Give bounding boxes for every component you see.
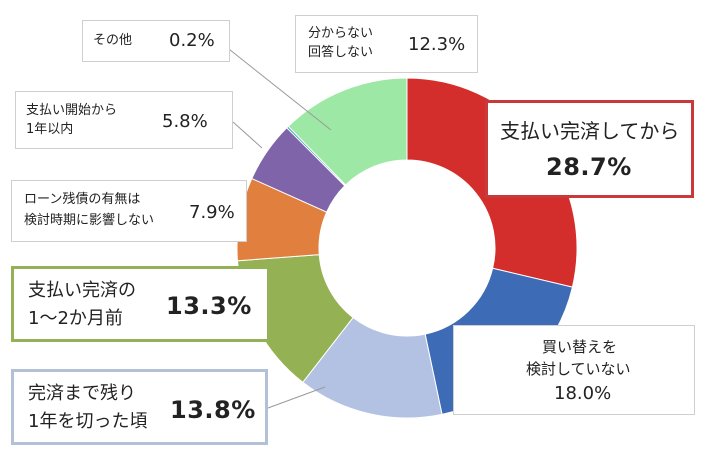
label-box-other: その他 0.2% bbox=[82, 20, 230, 62]
label-paid-pct: 28.7% bbox=[546, 153, 632, 181]
label-twelve-pct: 13.3% bbox=[166, 292, 252, 320]
label-start-line2: 1年以内 bbox=[26, 122, 74, 137]
label-box-replace: 買い替えを 検討していない 18.0% bbox=[453, 325, 695, 415]
label-other-pct: 0.2% bbox=[169, 30, 215, 51]
leader-line-lastyear bbox=[267, 386, 326, 409]
label-twelve-line1: 支払い完済の bbox=[28, 280, 136, 301]
label-start-line1: 支払い開始から bbox=[26, 103, 118, 118]
label-lastyear-pct: 13.8% bbox=[170, 396, 256, 424]
label-replace-pct: 18.0% bbox=[554, 383, 612, 404]
label-lastyear-line1: 完済まで残り bbox=[28, 383, 136, 404]
label-loan-line1: ローン残債の有無は bbox=[24, 192, 141, 207]
slice-7 bbox=[287, 77, 408, 186]
leader-lines bbox=[219, 41, 332, 409]
leader-line-start bbox=[232, 121, 263, 149]
label-lastyear-line2: 1年を切った頃 bbox=[28, 411, 148, 432]
label-unknown-line2: 回答しない bbox=[308, 45, 374, 60]
label-box-lastyear: 完済まで残り 1年を切った頃 13.8% bbox=[11, 369, 268, 445]
label-box-unknown: 分からない 回答しない 12.3% bbox=[295, 15, 478, 73]
label-paid-text: 支払い完済してから bbox=[500, 119, 680, 143]
label-other-text: その他 bbox=[93, 33, 133, 48]
leader-line-other bbox=[219, 41, 332, 131]
label-box-loan: ローン残債の有無は 検討時期に影響しない 7.9% bbox=[11, 180, 247, 242]
label-replace-line2: 検討していない bbox=[526, 360, 631, 378]
label-unknown-pct: 12.3% bbox=[408, 34, 466, 55]
label-start-pct: 5.8% bbox=[162, 111, 208, 132]
label-unknown-line1: 分からない bbox=[308, 26, 374, 41]
label-box-twelve: 支払い完済の 1〜2か月前 13.3% bbox=[11, 266, 270, 342]
label-loan-pct: 7.9% bbox=[189, 202, 235, 223]
label-box-start: 支払い開始から 1年以内 5.8% bbox=[15, 91, 233, 149]
label-twelve-line2: 1〜2か月前 bbox=[28, 308, 123, 329]
label-loan-line2: 検討時期に影響しない bbox=[24, 213, 155, 228]
label-box-paid: 支払い完済してから 28.7% bbox=[485, 100, 694, 198]
label-replace-line1: 買い替えを bbox=[542, 338, 618, 356]
